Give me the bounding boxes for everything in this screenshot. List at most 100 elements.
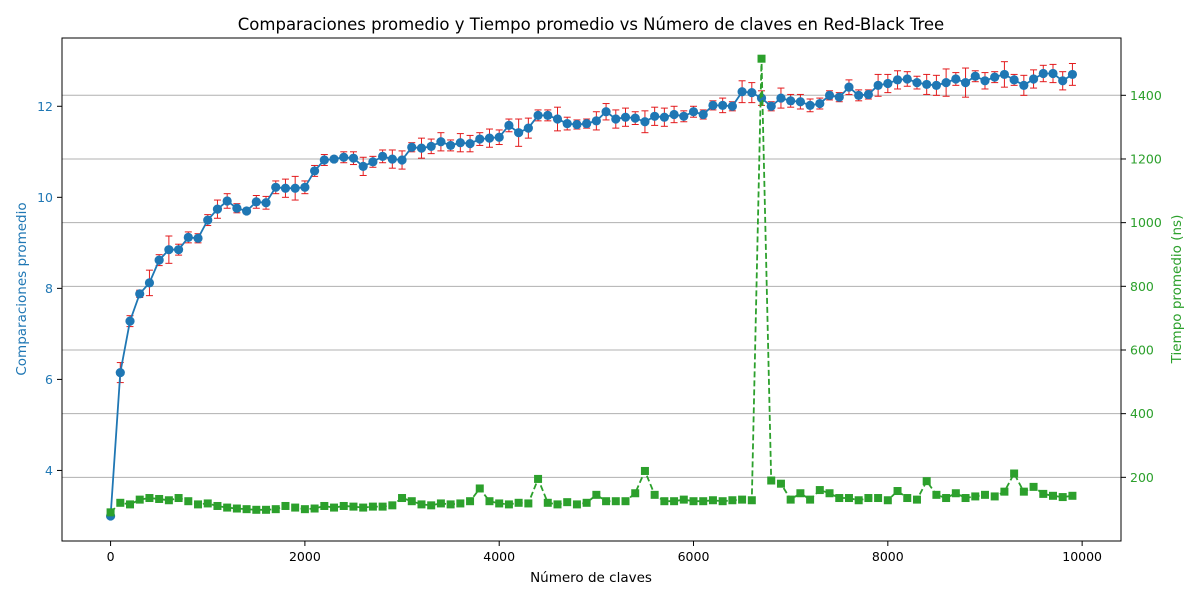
comparisons-point [436,137,446,147]
time-point [466,497,475,506]
time-point [786,495,795,504]
time-point [980,490,989,499]
right-y-tick-label: 1200 [1130,151,1162,166]
comparisons-point [931,80,942,90]
right-y-tick-label: 800 [1130,279,1154,294]
time-point [951,489,960,498]
time-point [844,494,853,503]
comparisons-point [776,93,786,103]
time-point [262,505,271,514]
comparisons-point [630,113,640,123]
time-point [1010,469,1019,478]
time-point [232,504,241,513]
time-point [291,503,300,512]
comparisons-point [280,183,291,193]
time-point [145,494,154,503]
comparisons-point [533,110,543,120]
time-point [796,489,805,498]
comparisons-point [261,198,271,208]
time-point [543,498,552,507]
comparisons-point [601,107,611,117]
comparisons-point [834,92,844,102]
time-point [213,501,222,510]
time-point [602,497,611,506]
time-point [708,496,717,505]
comparisons-point [154,255,164,265]
comparisons-point [1028,74,1039,84]
time-point [806,495,815,504]
time-point [1029,482,1038,491]
time-point [835,494,844,503]
comparisons-point [504,120,514,130]
time-point [116,498,125,507]
time-point [155,494,164,503]
comparisons-point [718,100,728,110]
time-point [592,490,601,499]
comparisons-point [125,316,135,326]
comparisons-point [232,203,242,213]
comparisons-series [105,61,1078,521]
time-point [893,487,902,496]
left-y-tick-label: 12 [37,99,53,114]
time-point [572,500,581,509]
comparisons-point [805,100,815,110]
comparisons-point [640,117,650,127]
comparisons-point [426,141,436,151]
time-point [874,494,883,503]
time-point [446,500,455,509]
comparisons-point [475,134,485,144]
time-series [106,54,1077,517]
time-point [738,495,747,504]
time-point [184,497,193,506]
comparisons-point [747,88,757,98]
comparisons-point [416,143,427,153]
time-point [504,500,513,509]
time-line [109,58,1073,513]
comparisons-point [494,132,504,142]
comparisons-point [941,78,951,88]
comparisons-point [650,111,660,121]
right-y-tick-label: 1400 [1130,88,1162,103]
comparisons-point [203,215,213,225]
plot-frame [61,37,1122,542]
comparisons-point [1038,68,1048,79]
time-point [252,505,261,514]
time-point [1019,487,1028,496]
left-y-tick-label: 6 [45,372,53,387]
comparisons-line [109,72,1073,517]
time-point [456,499,465,508]
time-point [300,505,309,514]
time-point [718,497,727,506]
time-point [922,477,931,486]
time-point [281,501,290,510]
time-point [359,503,368,512]
left-y-tick-label: 10 [37,190,53,205]
comparisons-point [795,97,805,107]
time-point [971,492,980,501]
time-point [1048,491,1057,500]
time-point [660,497,669,506]
time-point [495,499,504,508]
x-tick-label: 2000 [289,549,321,564]
comparisons-point [766,101,776,111]
comparisons-point [970,71,980,81]
comparisons-point [407,142,417,152]
right-y-axis-label: Tiempo promedio (ns) [1169,215,1185,365]
left-y-tick-label: 4 [45,463,53,478]
comparisons-point [786,96,796,106]
x-tick-label: 10000 [1062,549,1102,564]
time-point [194,500,203,509]
comparisons-point [883,78,893,89]
time-point [164,496,173,505]
time-point [427,501,436,510]
time-point [903,494,912,503]
comparisons-point [572,119,582,130]
time-point [631,489,640,498]
time-point [242,505,251,514]
comparisons-point [212,204,223,214]
time-point [825,489,834,498]
comparisons-point [241,206,252,216]
left-y-axis-label: Comparaciones promedio [14,202,30,375]
x-tick-label: 4000 [483,549,515,564]
time-point [689,497,698,506]
